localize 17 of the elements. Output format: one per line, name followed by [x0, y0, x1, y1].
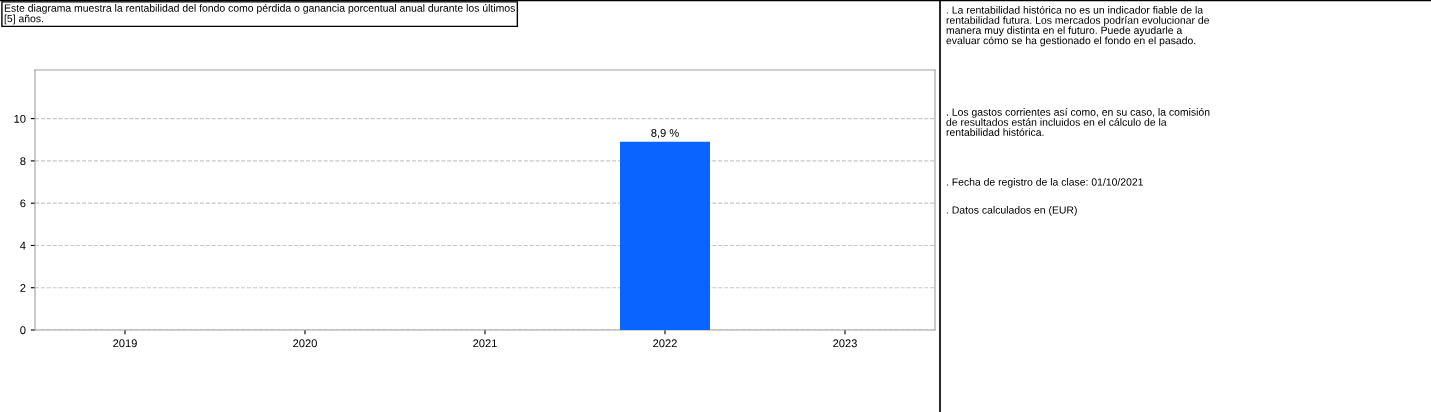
text: . Fecha de registro de la clase: 01/10/2021	[946, 178, 1143, 188]
x-tick-label: 2021	[473, 339, 497, 348]
y-tick-label: 8	[20, 157, 26, 166]
x-tick-label: 2023	[833, 339, 857, 348]
x-tick-label: 2022	[653, 339, 677, 348]
data-label: 8,9 %	[651, 129, 679, 139]
text: . Datos calculados en (EUR)	[946, 206, 1077, 216]
text: . Los gastos corrientes así como, en su caso, la comisión de resultados están incluidos en el cálculo de la rentabilidad histórica.	[946, 108, 1210, 136]
y-tick-label: 4	[20, 241, 26, 250]
y-tick-label: 2	[20, 283, 26, 292]
text: . La rentabilidad histórica no es un indicador fiable de la rentabilidad futura. Los mercados podrían evolucionar de manera muy distinta en el futuro. Puede ayudarle a evaluar cómo se ha gestionado el fondo en el pasado.	[946, 5, 1210, 47]
x-tick-label: 2019	[113, 339, 137, 348]
y-tick-label: 0	[20, 326, 26, 335]
chart-title: Este diagrama muestra la rentabilidad del fondo como pérdida o ganancia porcentual anual durante los últimos [5] años.	[4, 4, 515, 25]
y-tick-label: 10	[14, 114, 26, 123]
y-tick-label: 6	[20, 199, 26, 208]
x-tick-label: 2020	[293, 339, 317, 348]
